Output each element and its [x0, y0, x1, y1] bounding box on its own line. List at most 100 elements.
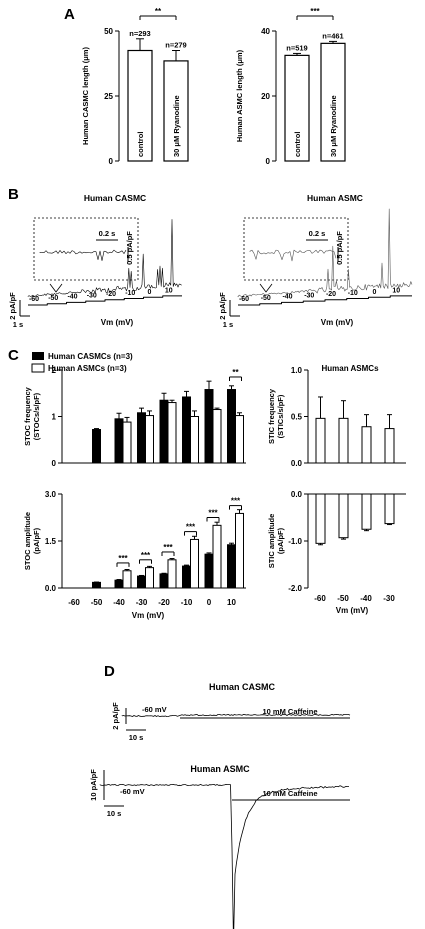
y-tick-label: 0: [52, 459, 57, 468]
holding-potential: -60 mV: [120, 787, 145, 796]
legend-swatch-casmc: [32, 352, 44, 360]
y-tick-label: 3.0: [45, 490, 57, 499]
legend-label-casmc: Human CASMCs (n=3): [48, 352, 133, 361]
voltage-protocol: [28, 295, 182, 306]
x-tick-label: -10: [348, 290, 358, 297]
x-tick-label: -20: [326, 291, 336, 298]
x-tick-label: -40: [360, 594, 372, 603]
scale-bar-y-label: 10 pA/pF: [89, 769, 98, 801]
bar: [163, 60, 189, 162]
holding-potential: -60 mV: [142, 705, 167, 714]
x-tick-label: -30: [87, 292, 97, 299]
y-tick-label: 20: [261, 92, 270, 101]
y-tick-label: -2.0: [288, 584, 302, 593]
inset-trace: [39, 249, 127, 261]
bar-casmc: [114, 579, 124, 589]
significance-label: ***: [186, 523, 196, 532]
current-trace: [27, 219, 182, 297]
y-tick-label: 50: [104, 27, 113, 36]
bar-asmc: [167, 402, 177, 464]
bar-stic: [315, 417, 326, 464]
x-tick-label: -60: [314, 594, 326, 603]
significance-label: **: [155, 7, 162, 16]
bar-asmc: [235, 415, 244, 464]
bar-casmc: [159, 573, 169, 589]
bar-casmc: [204, 553, 214, 589]
zoom-marker: [49, 283, 63, 293]
scale-bar-y-label: 2 pA/pF: [218, 292, 227, 320]
x-tick-label: 0: [207, 598, 212, 607]
x-tick-label: -40: [282, 294, 292, 301]
bar-casmc: [227, 389, 236, 464]
x-axis-title: Vm (mV): [132, 611, 165, 620]
y-tick-label: 0.5: [291, 413, 303, 422]
x-axis-title: Vm (mV): [321, 318, 354, 327]
significance-label: ***: [208, 509, 218, 518]
bar-casmc: [182, 396, 191, 464]
bar-asmc: [145, 415, 154, 464]
bar-asmc: [190, 416, 199, 464]
panel-letter-c: C: [8, 347, 19, 364]
scale-bar-x-label: 1 s: [13, 320, 23, 329]
significance-label: ***: [231, 497, 241, 506]
x-tick-label: 10: [392, 288, 400, 295]
y-axis-title-unit: (STOCs/s/pF): [32, 392, 41, 440]
bar-asmc: [145, 567, 154, 589]
n-label: n=293: [129, 29, 150, 38]
x-tick-label: -60: [239, 296, 249, 303]
x-tick-label: -40: [67, 294, 77, 301]
n-label: n=519: [286, 43, 307, 52]
stic-panel-title: Human ASMCs: [321, 364, 379, 373]
n-label: n=461: [322, 31, 343, 40]
y-tick-label: 1.0: [291, 366, 303, 375]
bar: [320, 42, 346, 162]
y-tick-label: 0: [109, 157, 114, 166]
x-tick-label: -60: [29, 296, 39, 303]
significance-label: **: [232, 368, 239, 377]
scale-bar-x-label: 10 s: [129, 733, 144, 742]
scale-bar-y-label: 2 pA/pF: [8, 292, 17, 320]
bar-stic: [315, 493, 326, 544]
bar-casmc: [137, 575, 146, 589]
y-tick-label: 0.0: [291, 459, 303, 468]
inset-box: [243, 217, 349, 281]
x-tick-label: 0: [373, 289, 377, 296]
inset-scale-y-label: 0.5 pA/pF: [335, 231, 344, 265]
inset-scale-x-label: 0.2 s: [99, 229, 116, 238]
x-tick-label: -30: [304, 292, 314, 299]
x-tick-label: -50: [91, 598, 103, 607]
panel-title: Human ASMC: [190, 764, 250, 774]
x-tick-label: -60: [68, 598, 80, 607]
significance-label: ***: [141, 551, 151, 560]
x-tick-label: -30: [136, 598, 148, 607]
y-tick-label: 0.0: [45, 584, 57, 593]
bar-category-label: control: [136, 132, 145, 157]
zoom-marker: [259, 283, 273, 293]
y-tick-label: 1.5: [45, 537, 57, 546]
panel-letter-a: A: [64, 6, 75, 23]
bar-stic: [361, 493, 372, 530]
caffeine-label: 10 mM Caffeine: [262, 789, 317, 798]
y-tick-label: 40: [261, 27, 270, 36]
bar: [284, 54, 310, 162]
y-tick-label: 2: [52, 366, 57, 375]
bar: [127, 49, 153, 162]
x-tick-label: -50: [261, 295, 271, 302]
panel-letter-b: B: [8, 186, 19, 203]
bar-asmc: [122, 570, 132, 589]
current-trace: [99, 784, 350, 929]
x-tick-label: -40: [113, 598, 125, 607]
bar-casmc: [137, 412, 146, 464]
bar-asmc: [212, 409, 222, 464]
bar-category-label: 30 μM Ryanodine: [329, 95, 338, 157]
bar-asmc: [167, 559, 177, 589]
bar-casmc: [227, 544, 236, 589]
y-tick-label: 0.0: [291, 490, 303, 499]
x-tick-label: -50: [337, 594, 349, 603]
x-tick-label: -20: [106, 291, 116, 298]
scale-bar-y-label: 2 pA/pF: [111, 702, 120, 730]
scale-bar-x-label: 10 s: [107, 809, 122, 818]
bar-asmc: [235, 512, 244, 589]
y-axis-title: STIC frequency: [267, 388, 276, 444]
